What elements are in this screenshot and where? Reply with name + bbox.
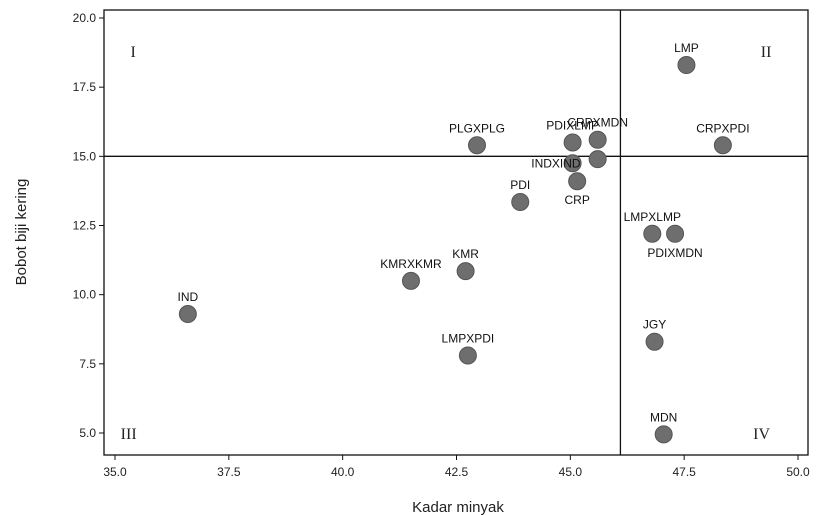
quadrant-label-iv: IV [753, 426, 770, 443]
x-tick-label: 35.0 [103, 465, 127, 479]
data-point [643, 224, 662, 243]
point-label: JGY [643, 318, 666, 332]
data-point [511, 192, 530, 211]
point-label: IND [178, 290, 199, 304]
point-label: CRPXPDI [696, 121, 749, 135]
data-points [178, 56, 732, 444]
data-point [588, 150, 607, 169]
y-tick-label: 17.5 [73, 80, 97, 94]
data-point [645, 332, 664, 351]
point-label: CRP [564, 193, 589, 207]
point-label: LMPXLMP [624, 210, 681, 224]
y-tick-label: 12.5 [73, 219, 97, 233]
x-tick-label: 40.0 [331, 465, 355, 479]
data-point [713, 136, 732, 155]
point-label: PDI [510, 178, 530, 192]
x-tick-label: 47.5 [672, 465, 696, 479]
data-point [563, 154, 582, 173]
y-axis: 5.0 7.5 10.0 12.5 15.0 17.5 20.0 [73, 11, 104, 440]
x-tick-label: 45.0 [559, 465, 583, 479]
y-axis-title: Bobot biji kering [13, 179, 30, 286]
quadrant-label-ii: II [761, 44, 772, 61]
quadrant-label-iii: III [121, 426, 137, 443]
data-point [467, 136, 486, 155]
x-tick-label: 42.5 [445, 465, 469, 479]
data-point [178, 305, 197, 324]
point-label: PLGXPLG [449, 121, 505, 135]
x-tick-label: 37.5 [217, 465, 241, 479]
data-point [458, 346, 477, 365]
data-point [456, 262, 475, 281]
point-label: INDXIND [531, 156, 581, 170]
point-label: CRPXMDN [567, 116, 628, 130]
data-point [677, 56, 696, 75]
quadrant-label-i: I [131, 44, 136, 61]
data-point [568, 172, 587, 191]
point-label: KMRXKMR [380, 257, 442, 271]
point-label: LMPXPDI [442, 332, 495, 346]
data-point [654, 425, 673, 444]
point-label: LMP [674, 41, 699, 55]
x-axis: 35.0 37.5 40.0 42.5 45.0 47.5 50.0 [103, 455, 810, 479]
data-point [401, 271, 420, 290]
y-tick-label: 10.0 [73, 288, 97, 302]
x-axis-title: Kadar minyak [412, 499, 504, 515]
point-label: PDIXLMP [546, 119, 599, 133]
y-tick-label: 7.5 [79, 357, 96, 371]
point-label: MDN [650, 410, 677, 424]
data-point [563, 133, 582, 152]
y-tick-label: 15.0 [73, 149, 97, 163]
data-point [666, 224, 685, 243]
data-point [588, 130, 607, 149]
point-label: PDIXMDN [647, 246, 702, 260]
point-label: KMR [452, 247, 479, 261]
y-tick-label: 5.0 [79, 426, 96, 440]
x-tick-label: 50.0 [786, 465, 810, 479]
plot-frame [103, 9, 809, 456]
y-tick-label: 20.0 [73, 11, 97, 25]
